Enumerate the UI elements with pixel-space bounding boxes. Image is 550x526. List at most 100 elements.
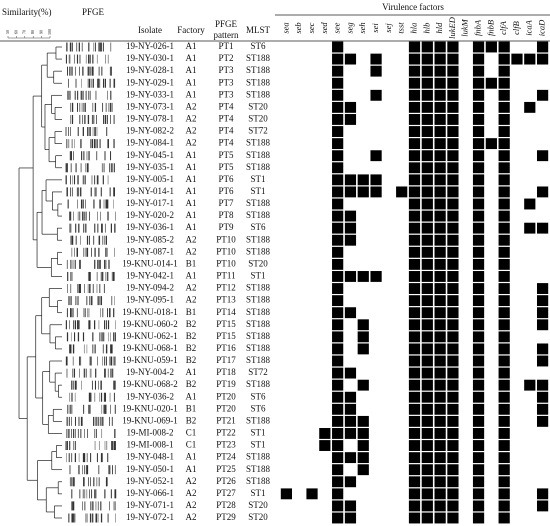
factor-cell <box>421 210 433 222</box>
factor-cell <box>498 343 510 355</box>
factor-cell <box>511 78 522 89</box>
factor-cell <box>460 331 471 342</box>
factor-cell <box>421 114 433 125</box>
factor-cell <box>421 440 433 451</box>
factor-cell <box>319 66 330 77</box>
factory: A2 <box>186 476 197 486</box>
factor-cell <box>460 368 471 379</box>
factor-cell <box>434 186 446 198</box>
factor-cell <box>408 210 421 222</box>
factor-cell <box>319 307 330 318</box>
factor-cell <box>396 476 407 487</box>
factor-cell <box>294 102 305 113</box>
factor-cell <box>370 356 381 367</box>
factor-cell <box>332 428 344 439</box>
factor-cell <box>383 78 394 89</box>
factor-cell <box>472 367 485 379</box>
factory: A1 <box>186 41 197 51</box>
factor-cell <box>447 391 459 403</box>
factor-cell <box>306 319 317 330</box>
factor-cell <box>536 379 549 391</box>
pfge-pattern: PT4 <box>218 126 234 136</box>
pfge-pattern: PT17 <box>216 355 236 365</box>
factor-cell <box>383 150 394 161</box>
factor-cell <box>383 162 394 173</box>
factor-cell <box>486 126 497 137</box>
factor-cell <box>421 464 433 476</box>
mlst: ST188 <box>246 319 271 329</box>
factor-cell <box>281 416 292 427</box>
factor-cell <box>370 223 381 234</box>
factor-cell <box>447 403 459 415</box>
factor-cell <box>408 440 421 451</box>
factor-cell <box>486 150 497 161</box>
factor-cell <box>396 464 407 475</box>
factor-cell <box>396 235 407 246</box>
factor-cell <box>408 512 421 524</box>
factor-cell <box>511 90 522 101</box>
factor-cell <box>319 283 330 294</box>
factor-cell <box>281 307 292 318</box>
factor-cell <box>294 199 305 210</box>
factor-cell <box>486 235 497 246</box>
factor-cell <box>537 78 548 89</box>
factor-cell <box>280 488 293 500</box>
factor-cell <box>281 54 292 65</box>
factor-cell <box>345 126 356 137</box>
factor-cell <box>434 367 446 379</box>
pfge-pattern: PT7 <box>218 198 234 208</box>
factor-cell <box>447 271 459 282</box>
factor-cell <box>511 186 522 197</box>
pfge-pattern: PT25 <box>216 464 236 474</box>
factor-cell <box>472 428 485 439</box>
factor-cell <box>383 259 394 270</box>
factor-cell <box>486 416 497 427</box>
factor-cell <box>486 102 497 113</box>
pfge-pattern: PT27 <box>216 488 236 498</box>
factor-cell <box>370 488 381 499</box>
factor-cell <box>421 258 433 270</box>
factory: A1 <box>186 198 197 208</box>
isolate: 19-NY-073-1 <box>126 101 174 111</box>
factor-cell <box>383 235 394 246</box>
factory: A2 <box>186 114 197 124</box>
pfge-pattern: PT20 <box>216 391 236 401</box>
factor-cell <box>486 368 497 379</box>
factor-cell <box>306 114 317 125</box>
factor-cell <box>511 247 522 258</box>
factor-cell <box>370 247 381 258</box>
factor-cell <box>319 211 330 222</box>
factor-cell <box>396 66 407 77</box>
factor-cell <box>370 65 382 77</box>
factor-cell <box>537 235 548 246</box>
factor-cell <box>396 283 407 294</box>
factor-cell <box>472 319 485 331</box>
factor-cell <box>434 440 446 451</box>
factor-cell <box>383 283 394 294</box>
factor-cell <box>332 283 344 294</box>
factor-cell <box>319 513 330 524</box>
factory: B2 <box>186 379 197 389</box>
factor-cell <box>408 77 421 89</box>
factor-cell <box>332 379 344 391</box>
factor-cell <box>408 295 421 307</box>
factor-cell <box>511 513 522 524</box>
factor-cell <box>294 174 305 185</box>
factor-cell <box>332 295 344 307</box>
factor-cell <box>281 392 292 403</box>
factor-cell <box>319 500 330 511</box>
pfge-pattern: PT19 <box>216 379 236 389</box>
factor-cell <box>536 391 549 403</box>
factor-cell <box>498 319 510 331</box>
factor-cell <box>498 331 510 343</box>
factor-cell <box>511 271 522 282</box>
factor-cell <box>460 440 471 451</box>
factor-cell <box>281 186 292 197</box>
factor-cell <box>357 271 369 282</box>
factor-cell <box>396 199 407 210</box>
mlst: ST20 <box>248 512 268 522</box>
factor-cell <box>434 355 446 367</box>
factor-cell <box>383 54 394 65</box>
factor-cell <box>344 452 357 464</box>
factor-cell <box>396 343 407 354</box>
